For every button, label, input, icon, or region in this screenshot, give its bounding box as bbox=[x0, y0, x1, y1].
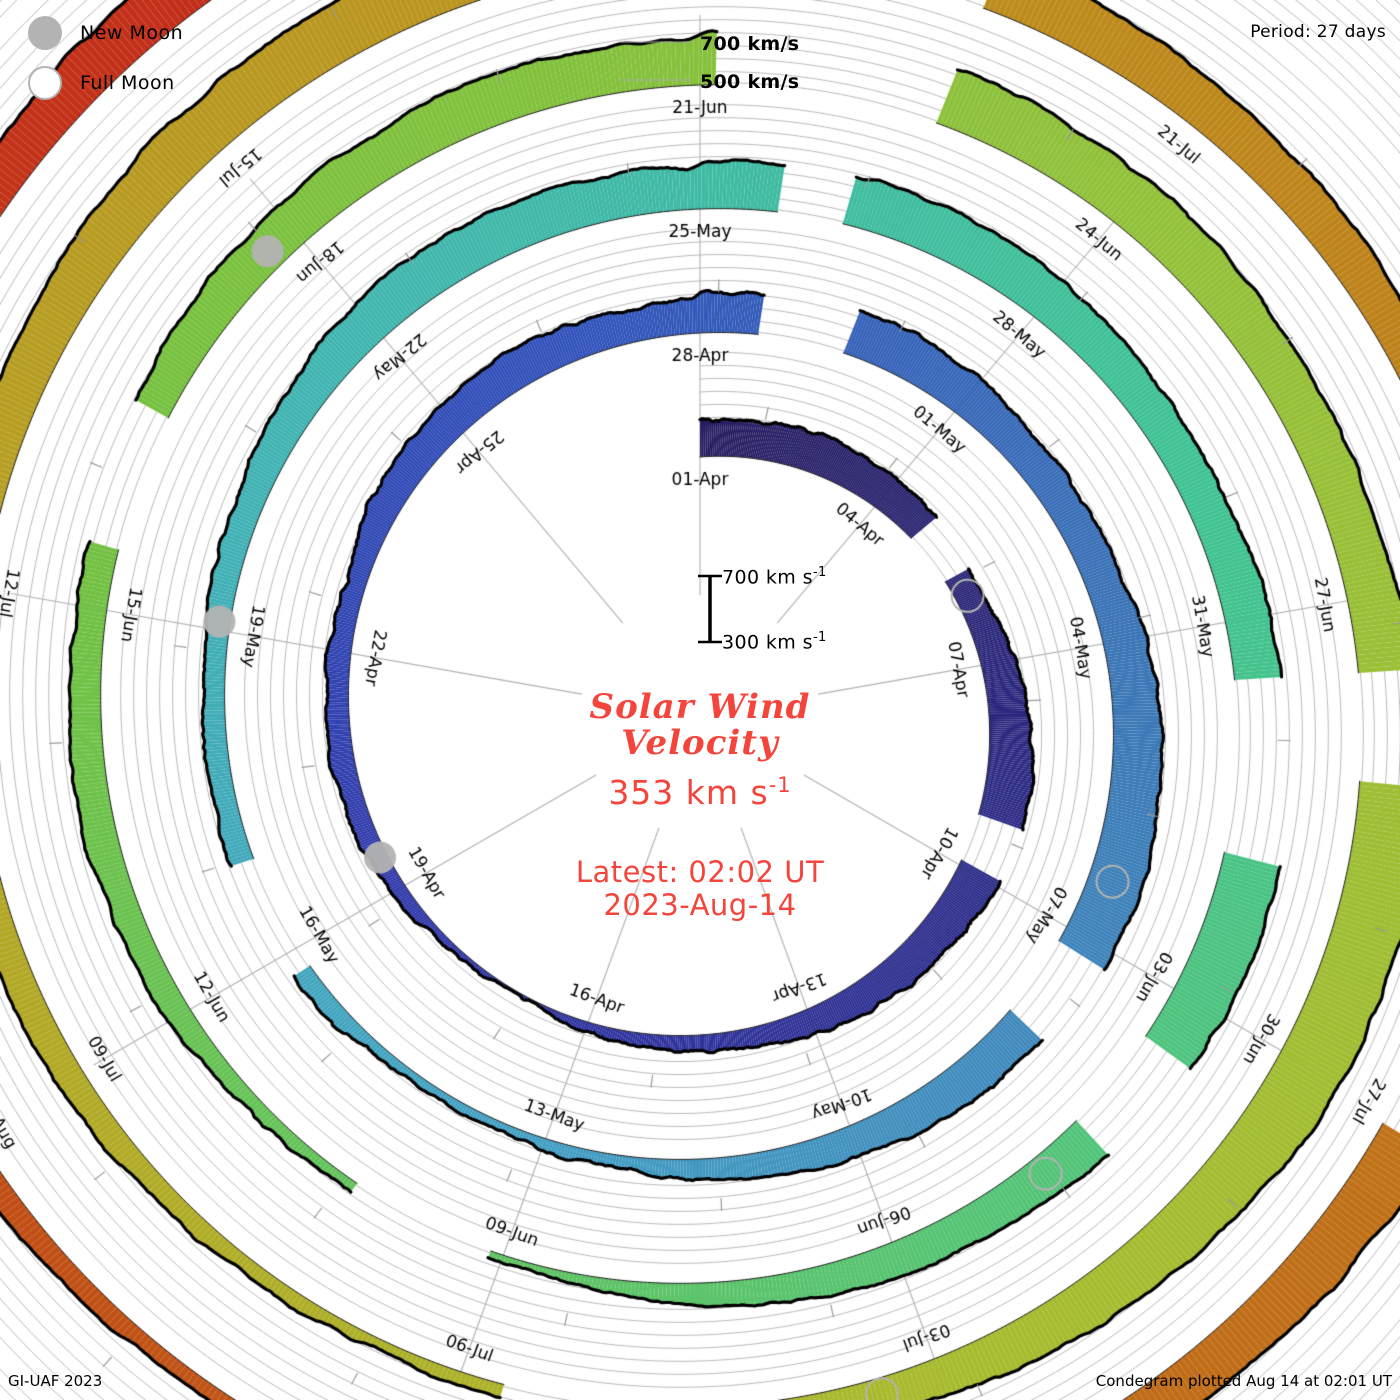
legend-label-new-moon: New Moon bbox=[80, 22, 184, 44]
moon-phase-legend: New Moon Full Moon bbox=[22, 8, 282, 108]
latest-timestamp: Latest: 02:02 UT 2023-Aug-14 bbox=[440, 856, 960, 921]
scale-bar-glyph bbox=[698, 574, 722, 644]
velocity-exponent: -1 bbox=[768, 773, 792, 798]
chart-title: Solar Wind Velocity bbox=[589, 687, 811, 763]
new-moon-icon bbox=[28, 16, 62, 50]
radial-callout-700: 700 km/s bbox=[700, 33, 800, 55]
scale-label-top: 700 km s-1 bbox=[722, 565, 827, 588]
scale-bottom-exponent: -1 bbox=[812, 630, 827, 645]
legend-item-full-moon: Full Moon bbox=[22, 58, 282, 108]
latest-time: Latest: 02:02 UT bbox=[575, 855, 825, 890]
scale-top-exponent: -1 bbox=[812, 565, 827, 580]
latest-date: 2023-Aug-14 bbox=[603, 887, 797, 922]
full-moon-icon bbox=[28, 66, 62, 100]
current-velocity-value: 353 km s-1 bbox=[440, 773, 960, 812]
velocity-scale-bar: 700 km s-1 300 km s-1 bbox=[680, 560, 940, 660]
period-label: Period: 27 days bbox=[1250, 22, 1386, 42]
radial-callout-500: 500 km/s bbox=[700, 71, 800, 93]
scale-top-text: 700 km s bbox=[722, 566, 813, 589]
legend-item-new-moon: New Moon bbox=[22, 8, 282, 58]
scale-bottom-text: 300 km s bbox=[722, 631, 813, 654]
footer-plot-time: Condegram plotted Aug 14 at 02:01 UT bbox=[1095, 1372, 1392, 1390]
center-readout: Solar Wind Velocity 353 km s-1 Latest: 0… bbox=[440, 687, 960, 921]
velocity-number: 353 km s bbox=[608, 773, 769, 813]
legend-label-full-moon: Full Moon bbox=[80, 72, 175, 94]
footer-credit: GI-UAF 2023 bbox=[8, 1372, 103, 1390]
scale-label-bottom: 300 km s-1 bbox=[722, 630, 827, 653]
